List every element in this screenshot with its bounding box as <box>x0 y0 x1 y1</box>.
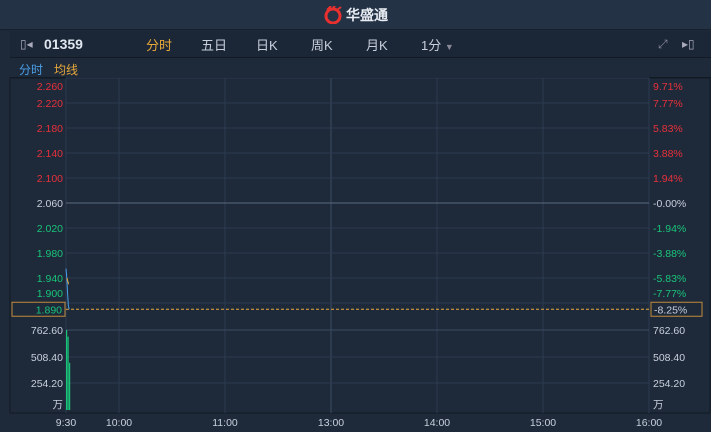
current-pct-box <box>650 301 703 317</box>
tab-weekly-k[interactable]: 周K <box>311 37 333 53</box>
price-line <box>65 268 70 310</box>
brand-logo: 华盛通 <box>323 5 388 25</box>
volume-unit: 万 <box>53 399 64 411</box>
price-tick: 1.940 <box>37 273 63 285</box>
volume-tick: 254.20 <box>31 378 63 390</box>
time-tick: 16:00 <box>636 417 662 429</box>
tab-monthly-k[interactable]: 月K <box>366 37 388 53</box>
pct-tick: -5.83% <box>653 273 686 285</box>
volume-bar <box>69 362 71 410</box>
expand-icon[interactable]: ⤢ <box>658 36 668 51</box>
volume-tick: 762.60 <box>31 325 63 337</box>
pct-tick: -3.88% <box>653 248 686 260</box>
tab-five-day[interactable]: 五日 <box>201 37 228 53</box>
price-tick: 2.260 <box>37 81 63 93</box>
pct-tick: -0.00% <box>653 198 686 210</box>
volume-tick: 508.40 <box>31 352 63 364</box>
average-line <box>66 277 70 285</box>
legend-intraday: 分时 <box>19 63 44 77</box>
pct-tick: 3.88% <box>653 148 683 160</box>
pct-tick: 7.77% <box>653 98 683 110</box>
pct-tick: 9.71% <box>653 81 683 93</box>
price-tick: 1.900 <box>37 288 63 300</box>
panel-expand-right-icon[interactable]: ▸▯ <box>682 37 695 51</box>
chevron-down-icon: ▼ <box>444 41 454 52</box>
pct-tick: -7.77% <box>653 288 686 300</box>
volume-bar <box>66 330 68 410</box>
price-tick: 2.020 <box>37 223 63 235</box>
volume-tick-right: 508.40 <box>653 352 685 364</box>
price-tick: 2.140 <box>37 148 63 160</box>
stock-code: 01359 <box>44 36 83 52</box>
price-tick: 2.220 <box>37 98 63 110</box>
time-tick: 9:30 <box>56 417 77 429</box>
app-header: 华盛通 <box>0 0 711 30</box>
interval-dropdown[interactable]: 1分 ▼ <box>421 35 454 54</box>
volume-tick-right: 254.20 <box>653 378 685 390</box>
interval-value: 1分 <box>421 37 442 53</box>
price-tick: 2.180 <box>37 123 63 135</box>
price-tick: 2.100 <box>37 173 63 185</box>
price-tick: 2.060 <box>37 198 63 210</box>
volume-bar <box>67 336 69 410</box>
pct-tick: 1.94% <box>653 173 683 185</box>
pct-tick: -1.94% <box>653 223 686 235</box>
current-price-box <box>11 301 66 317</box>
tab-daily-k[interactable]: 日K <box>256 37 278 53</box>
time-tick: 15:00 <box>530 417 556 429</box>
tab-intraday[interactable]: 分时 <box>146 37 173 53</box>
volume-unit-right: 万 <box>653 399 664 411</box>
time-tick: 11:00 <box>212 417 238 429</box>
price-tick: 1.980 <box>37 248 63 260</box>
pct-tick: 5.83% <box>653 123 683 135</box>
volume-tick-right: 762.60 <box>653 325 685 337</box>
current-pct: -8.25% <box>654 304 687 316</box>
brand-logo-icon <box>324 5 342 24</box>
brand-name: 华盛通 <box>346 6 388 23</box>
toolbar: ▯◂ 01359 分时 五日 日K 周K 月K 1分 ▼ ⤢ ▸▯ <box>10 31 711 58</box>
panel-collapse-left-icon[interactable]: ▯◂ <box>20 37 33 51</box>
time-tick: 13:00 <box>318 417 344 429</box>
legend-average: 均线 <box>54 63 79 77</box>
time-tick: 10:00 <box>106 417 132 429</box>
current-price: 1.890 <box>36 304 62 316</box>
time-tick: 14:00 <box>424 417 450 429</box>
